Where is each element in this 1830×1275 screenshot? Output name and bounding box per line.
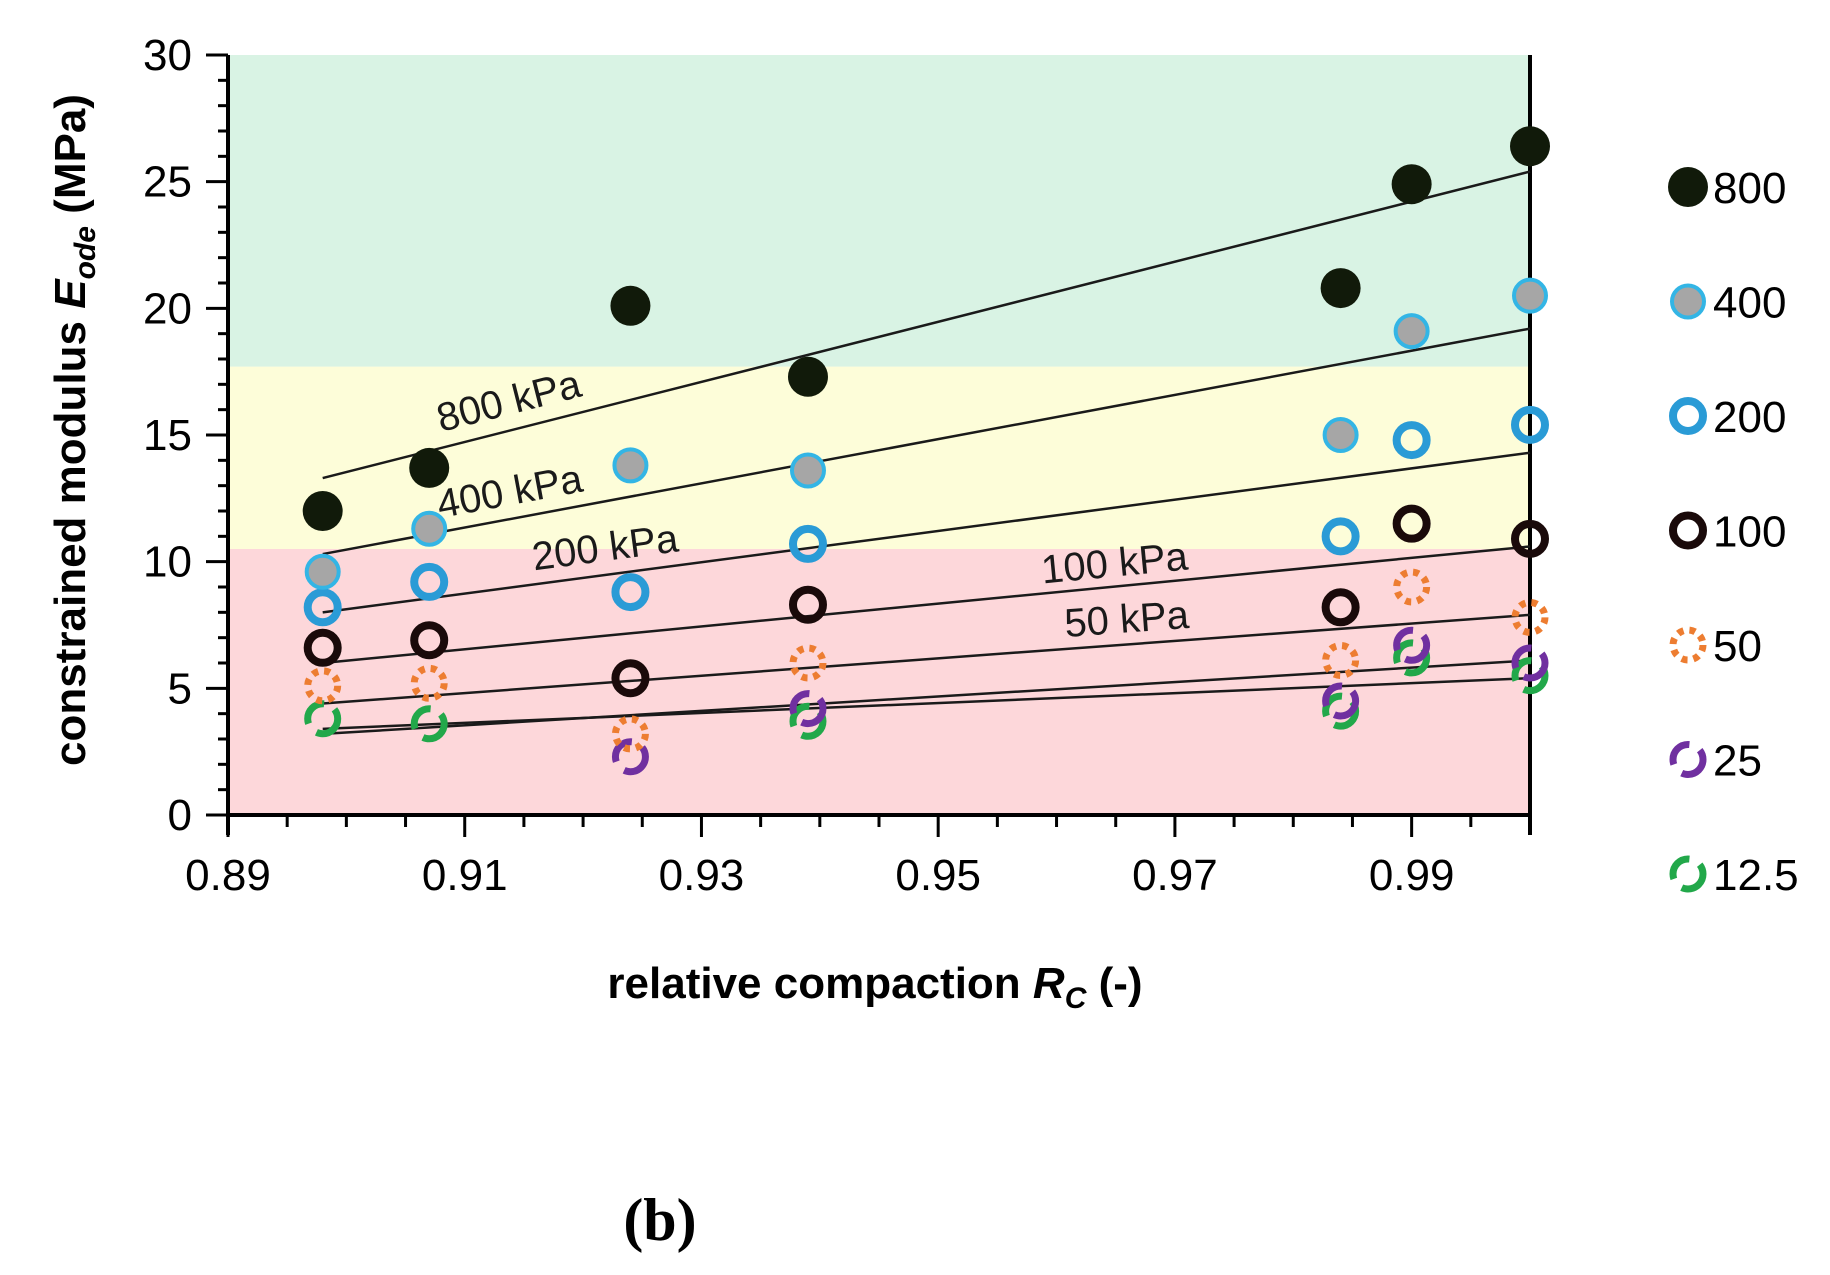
point-25 — [789, 690, 827, 728]
x-tick-label: 0.97 — [1132, 851, 1218, 900]
band-2 — [228, 55, 1530, 367]
point-200 — [611, 573, 650, 612]
fit-line-800 — [322, 170, 1531, 480]
legend-item-25: 25 — [1669, 737, 1762, 786]
point-800 — [787, 356, 828, 397]
band-0 — [228, 549, 1530, 815]
point-800 — [302, 491, 343, 531]
point-50 — [1322, 641, 1360, 679]
point-400 — [304, 553, 341, 590]
point-25 — [611, 738, 649, 776]
point-100 — [303, 628, 342, 667]
legend-marker — [1669, 511, 1707, 550]
point-400 — [789, 452, 826, 489]
legend-item-100: 100 — [1669, 508, 1786, 557]
point-50 — [1393, 568, 1431, 606]
tick-labels: 0 5 10 15 20 25 30 0.89 0.91 0.93 0.95 0.97 0.99 — [143, 31, 1454, 900]
point-100 — [1511, 519, 1549, 558]
legend-marker — [1670, 283, 1706, 320]
point-800 — [1320, 268, 1361, 309]
point-400 — [1393, 313, 1430, 350]
legend-label: 200 — [1713, 393, 1786, 442]
legend-label: 12.5 — [1713, 851, 1799, 900]
point-50 — [304, 667, 342, 705]
point-400 — [1322, 417, 1359, 453]
point-100 — [788, 585, 827, 624]
point-100 — [1392, 504, 1431, 543]
point-400 — [411, 510, 448, 547]
point-12.5 — [410, 705, 448, 743]
point-25 — [1393, 626, 1431, 664]
legend-label: 50 — [1713, 622, 1762, 671]
x-tick-label: 0.99 — [1369, 851, 1455, 900]
point-25 — [1511, 644, 1549, 682]
x-axis-title: relative compaction RC (-) — [607, 959, 1142, 1018]
point-800 — [610, 285, 651, 326]
y-tick-label: 30 — [143, 31, 192, 80]
point-800 — [1510, 126, 1550, 167]
legend-marker — [1669, 397, 1707, 435]
legend-label: 400 — [1713, 279, 1786, 328]
x-tick-label: 0.93 — [659, 851, 745, 900]
point-200 — [1511, 405, 1549, 444]
point-400 — [1512, 277, 1548, 314]
data-points — [302, 126, 1550, 776]
point-50 — [410, 664, 448, 702]
y-tick-label: 15 — [143, 411, 192, 460]
x-tick-label: 0.95 — [895, 851, 981, 900]
legend-marker — [1669, 626, 1707, 664]
background-bands — [228, 55, 1530, 815]
legend-marker — [1669, 741, 1707, 778]
axes — [206, 53, 1532, 837]
y-tick-label: 25 — [143, 158, 192, 207]
point-800 — [1391, 164, 1432, 205]
fit-line-100 — [322, 545, 1531, 665]
fit-lines — [322, 170, 1531, 736]
point-200 — [410, 562, 449, 601]
point-100 — [410, 621, 449, 660]
y-tick-label: 20 — [143, 284, 192, 333]
legend-marker — [1669, 855, 1707, 893]
point-12.5 — [304, 700, 342, 738]
point-800 — [409, 447, 450, 488]
fit-line-12.5 — [322, 676, 1531, 731]
point-12.5 — [1511, 657, 1549, 695]
fit-label-50: 50 kPa — [1063, 593, 1191, 646]
point-25 — [1322, 682, 1360, 720]
point-12.5 — [789, 702, 827, 740]
point-200 — [1321, 517, 1360, 556]
point-200 — [788, 524, 827, 563]
y-tick-label: 10 — [143, 538, 192, 587]
point-50 — [1511, 598, 1549, 636]
panel-label: (b) — [623, 1187, 696, 1253]
fit-line-200 — [322, 451, 1531, 614]
legend-item-400: 400 — [1670, 279, 1786, 328]
y-tick-label: 0 — [168, 791, 192, 840]
legend-item-12.5: 12.5 — [1669, 851, 1799, 900]
y-axis-title: constrained modulus Eode (MPa) — [46, 94, 105, 766]
point-200 — [1392, 421, 1431, 460]
legend-marker — [1668, 167, 1708, 207]
fit-line-25 — [322, 659, 1531, 736]
point-100 — [1321, 588, 1360, 627]
x-tick-label: 0.91 — [422, 851, 508, 900]
point-200 — [303, 588, 342, 627]
point-50 — [611, 715, 649, 753]
legend-item-800: 800 — [1668, 164, 1786, 213]
legend-label: 800 — [1713, 164, 1786, 213]
legend-item-200: 200 — [1669, 393, 1786, 442]
fit-line-400 — [322, 327, 1531, 556]
legend-label: 100 — [1713, 508, 1786, 557]
legend-item-50: 50 — [1669, 622, 1762, 671]
point-12.5 — [1393, 639, 1431, 677]
point-50 — [789, 644, 827, 682]
legend-label: 25 — [1713, 737, 1762, 786]
point-100 — [611, 659, 650, 698]
fit-line-50 — [322, 613, 1531, 705]
x-tick-label: 0.89 — [185, 851, 271, 900]
point-400 — [612, 447, 649, 484]
legend: 800 400 200 100 50 25 12.5 — [1668, 164, 1799, 900]
y-tick-label: 5 — [168, 664, 192, 713]
